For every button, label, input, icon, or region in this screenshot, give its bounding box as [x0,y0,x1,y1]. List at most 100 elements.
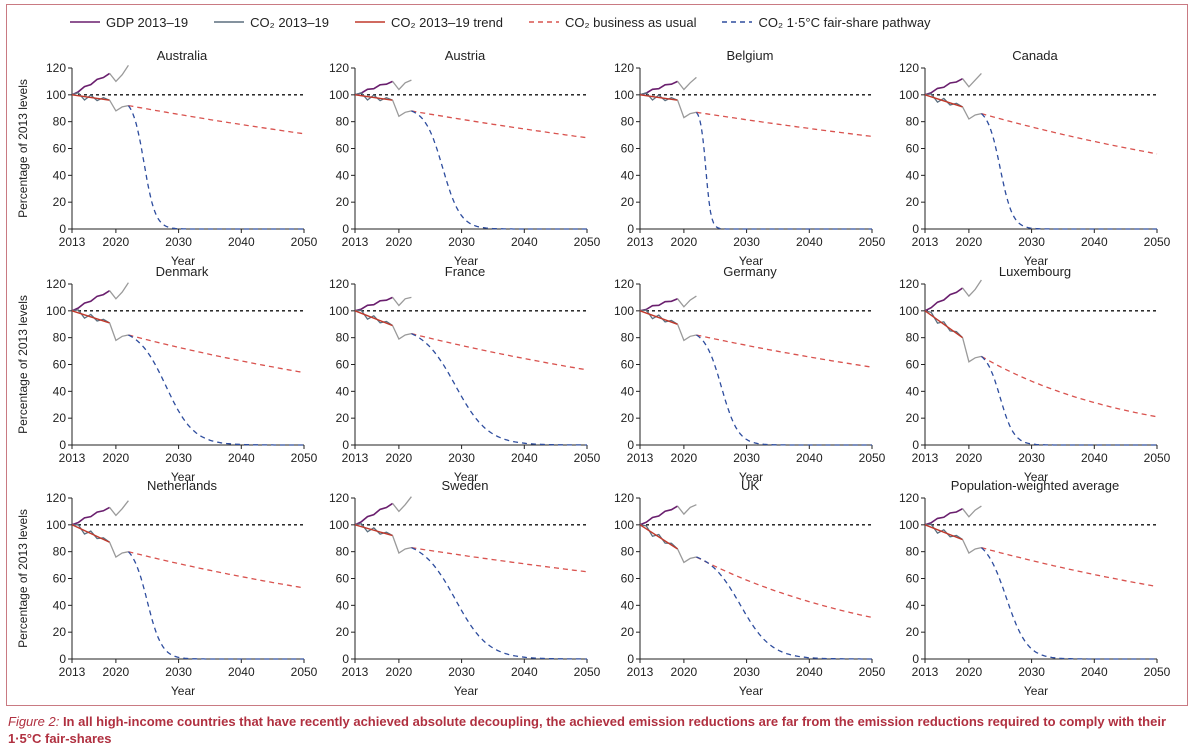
x-tick-label: 2030 [1018,451,1045,465]
y-tick-label: 0 [342,438,349,452]
y-tick-label: 100 [329,518,349,532]
y-tick-label: 120 [46,491,66,505]
x-tick-label: 2030 [165,665,192,679]
figure-frame [6,4,1188,706]
y-tick-label: 40 [53,598,67,612]
legend-swatch [354,21,385,23]
x-tick-label: 2050 [859,451,886,465]
panel-title: Australia [157,48,208,63]
y-tick-label: 120 [899,491,919,505]
panel-title: Luxembourg [999,264,1071,279]
x-tick-label: 2013 [342,235,369,249]
fair-share-line [696,556,872,660]
y-tick-label: 20 [336,411,350,425]
gdp-extension-line [962,279,982,298]
x-axis-label: Year [454,470,478,484]
chart-legend: GDP 2013–19 CO₂ 2013–19 CO₂ 2013–19 trend C… [70,12,957,32]
y-tick-label: 100 [329,304,349,318]
co2-trend-line [71,524,110,543]
x-tick-label: 2050 [859,665,886,679]
bau-line [696,334,873,368]
y-axis-label: Percentage of 2013 levels [16,509,30,648]
x-tick-label: 2020 [671,451,698,465]
y-tick-label: 120 [329,277,349,291]
x-axis-label: Year [739,684,763,698]
bau-line [128,104,305,135]
y-tick-label: 40 [336,168,350,182]
co2-extension-line [961,337,982,363]
y-tick-label: 40 [906,384,920,398]
x-tick-label: 2030 [1018,235,1045,249]
x-tick-label: 2030 [165,451,192,465]
x-tick-label: 2013 [59,235,86,249]
x-tick-label: 2030 [448,235,475,249]
fair-share-line [980,113,1157,230]
co2-trend-line [639,94,678,101]
panel-title: France [445,264,485,279]
y-tick-label: 40 [621,598,635,612]
legend-item: CO₂ 1·5°C fair-share pathway [722,15,931,30]
y-tick-label: 60 [906,358,920,372]
x-tick-label: 2020 [386,665,413,679]
gdp-extension-line [109,282,129,300]
y-tick-label: 120 [614,61,634,75]
y-tick-label: 60 [621,358,635,372]
y-tick-label: 80 [906,331,920,345]
x-tick-label: 2040 [796,451,823,465]
panel-title: Belgium [727,48,774,63]
y-tick-label: 100 [329,88,349,102]
bau-line [411,332,588,371]
y-tick-label: 80 [53,545,67,559]
legend-item: GDP 2013–19 [70,15,188,30]
panel-title: UK [741,478,759,493]
y-tick-label: 20 [53,195,67,209]
co2-line [72,524,110,543]
x-axis-label: Year [171,470,195,484]
y-axis-label: Percentage of 2013 levels [16,295,30,434]
x-tick-label: 2020 [386,235,413,249]
y-tick-label: 120 [899,277,919,291]
x-tick-label: 2013 [627,235,654,249]
co2-trend-line [924,310,964,339]
gdp-line [354,502,394,526]
x-tick-label: 2020 [671,235,698,249]
y-tick-label: 60 [906,142,920,156]
legend-swatch [214,21,245,23]
x-axis-label: Year [1024,684,1048,698]
x-tick-label: 2030 [733,665,760,679]
caption-figure-label: Figure 2: [8,714,60,729]
y-tick-label: 20 [621,625,635,639]
x-tick-label: 2020 [386,451,413,465]
legend-item: CO₂ 2013–19 trend [354,15,503,30]
legend-swatch [722,21,753,23]
y-tick-label: 100 [614,88,634,102]
gdp-line [924,287,964,312]
y-tick-label: 0 [342,652,349,666]
bau-line [411,546,588,573]
y-tick-label: 20 [906,411,920,425]
co2-line [639,309,678,325]
x-tick-label: 2030 [448,665,475,679]
gdp-extension-line [962,72,982,88]
x-tick-label: 2050 [574,451,601,465]
x-tick-label: 2050 [291,665,318,679]
x-tick-label: 2050 [291,451,318,465]
gdp-line [71,290,111,312]
bau-line [411,110,588,139]
fair-share-line [695,111,872,230]
co2-extension-line [962,539,982,554]
co2-trend-line [71,94,110,101]
x-tick-label: 2050 [574,665,601,679]
co2-extension-line [109,99,129,112]
y-tick-label: 40 [906,168,920,182]
x-tick-label: 2040 [511,235,538,249]
x-tick-label: 2040 [1081,665,1108,679]
x-tick-label: 2020 [103,451,130,465]
y-tick-label: 20 [906,195,920,209]
y-tick-label: 120 [899,61,919,75]
y-tick-label: 0 [912,652,919,666]
